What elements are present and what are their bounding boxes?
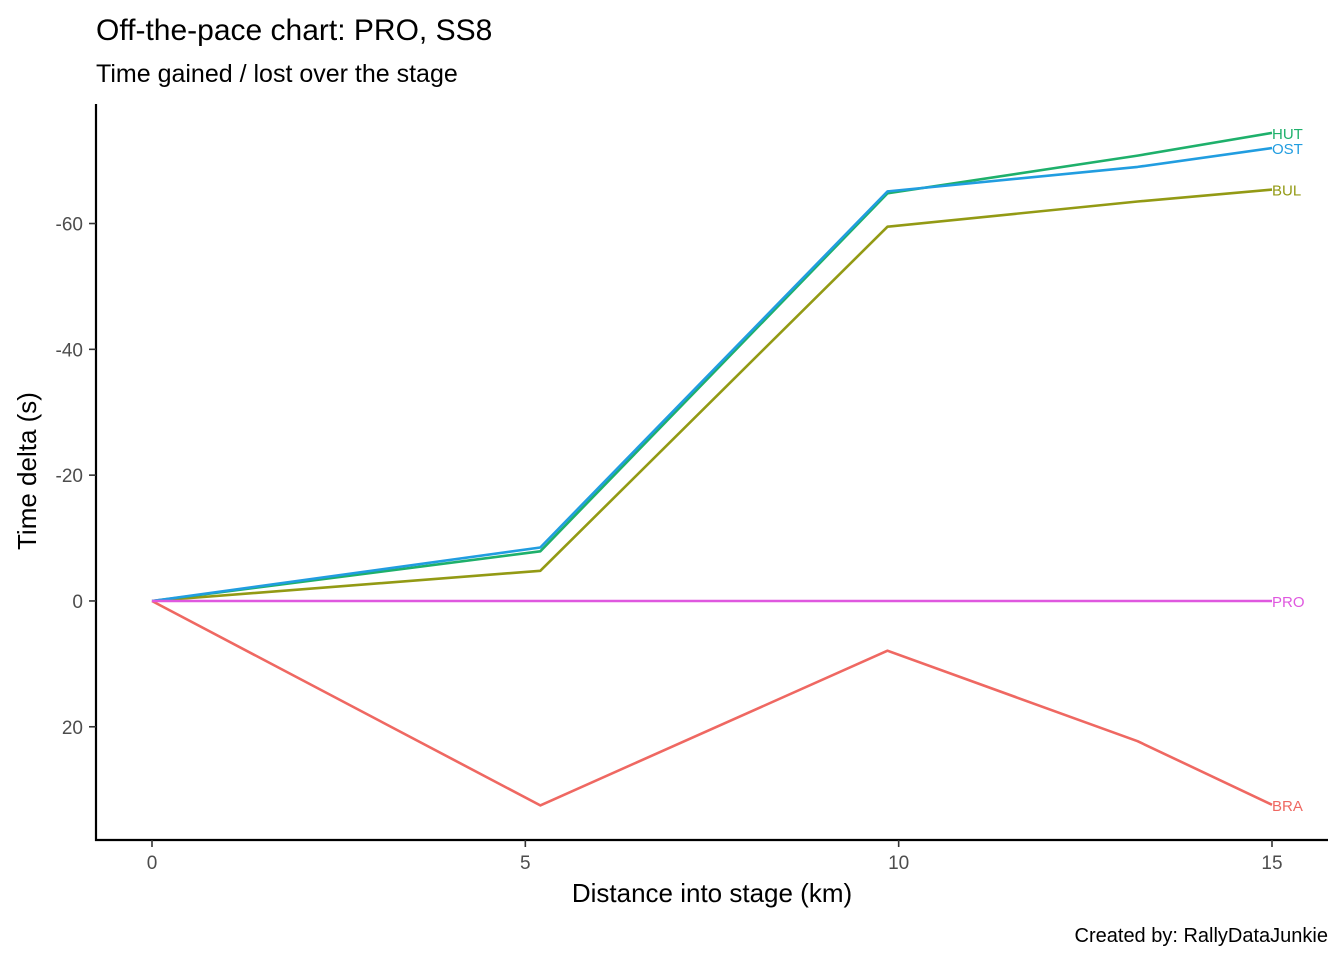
y-axis-title: Time delta (s): [12, 392, 42, 550]
series-line-bul: [151, 188, 1273, 603]
x-axis-title: Distance into stage (km): [572, 878, 852, 908]
x-tick-label: 15: [1261, 853, 1282, 874]
series-label-ost: OST: [1272, 141, 1303, 158]
x-tick-label: 0: [147, 853, 158, 874]
chart-caption: Created by: RallyDataJunkie: [1075, 925, 1328, 947]
series-line-ost: [151, 146, 1273, 603]
y-tick-label: -60: [56, 215, 83, 236]
x-axis-ticks: 0 5 10 15: [147, 840, 1283, 874]
y-tick-label: -40: [56, 340, 83, 361]
series-line-hut: [151, 131, 1273, 603]
series-line-bra: [151, 599, 1273, 807]
series-label-bra: BRA: [1272, 798, 1303, 815]
series-label-pro: PRO: [1272, 594, 1305, 611]
series-lines: [151, 131, 1273, 807]
chart-title: Off-the-pace chart: PRO, SS8: [96, 14, 492, 47]
y-tick-label: 0: [72, 592, 83, 613]
x-tick-label: 10: [888, 853, 909, 874]
x-tick-label: 5: [520, 853, 531, 874]
series-label-bul: BUL: [1272, 183, 1301, 200]
series-label-hut: HUT: [1272, 126, 1303, 143]
chart-subtitle: Time gained / lost over the stage: [96, 60, 458, 88]
y-axis-ticks: -60 -40 -20 0 20: [56, 215, 96, 739]
y-tick-label: -20: [56, 466, 83, 487]
y-tick-label: 20: [62, 718, 83, 739]
